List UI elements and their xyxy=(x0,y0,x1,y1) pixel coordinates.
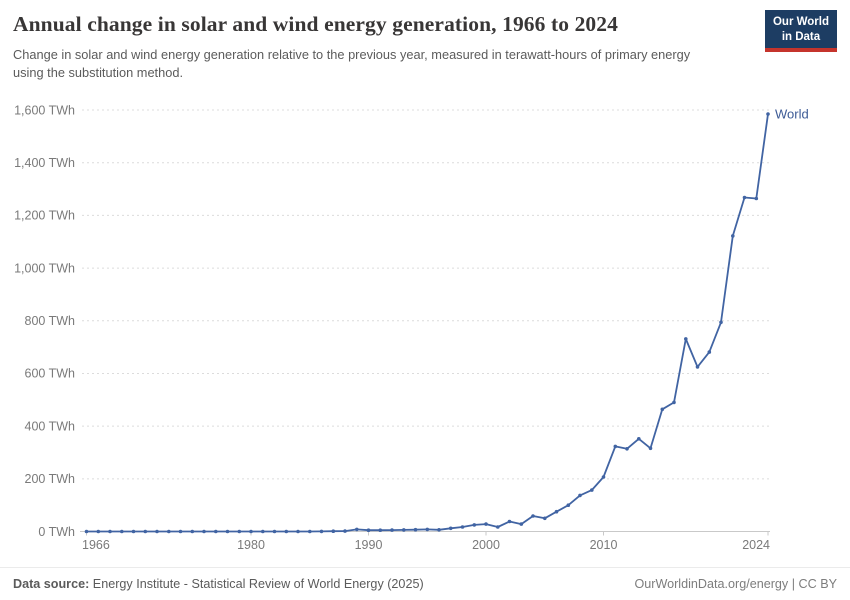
data-point-marker[interactable] xyxy=(390,528,394,532)
y-tick-label: 600 TWh xyxy=(25,367,76,381)
owid-logo[interactable]: Our World in Data xyxy=(764,10,837,53)
data-point-marker[interactable] xyxy=(437,528,441,532)
data-point-marker[interactable] xyxy=(308,529,312,534)
data-point-marker[interactable] xyxy=(625,447,629,451)
y-tick-label: 1,200 TWh xyxy=(14,209,75,223)
data-point-marker[interactable] xyxy=(531,514,535,518)
data-point-marker[interactable] xyxy=(296,529,300,534)
data-point-marker[interactable] xyxy=(261,529,265,534)
data-point-marker[interactable] xyxy=(425,527,430,532)
x-tick-label: 1980 xyxy=(237,538,265,552)
data-point-marker[interactable] xyxy=(766,112,770,116)
data-point-marker[interactable] xyxy=(590,488,594,492)
x-tick-label: 1990 xyxy=(355,538,383,552)
data-point-marker[interactable] xyxy=(378,528,383,532)
chart-footer: Data source: Energy Institute - Statisti… xyxy=(0,567,850,600)
data-point-marker[interactable] xyxy=(707,350,712,354)
data-point-marker[interactable] xyxy=(343,529,347,533)
data-point-marker[interactable] xyxy=(178,529,183,534)
data-point-marker[interactable] xyxy=(413,527,418,532)
x-tick-label: 1966 xyxy=(82,538,110,552)
data-point-marker[interactable] xyxy=(496,525,500,529)
footer-separator: | xyxy=(788,577,799,591)
x-tick-label: 2000 xyxy=(472,538,500,552)
data-point-marker[interactable] xyxy=(543,516,547,521)
data-point-marker[interactable] xyxy=(684,337,688,341)
chart-subtitle: Change in solar and wind energy generati… xyxy=(13,47,691,80)
y-tick-label: 0 TWh xyxy=(38,525,75,539)
data-point-marker[interactable] xyxy=(613,444,618,449)
footer-links: OurWorldinData.org/energy | CC BY xyxy=(634,577,837,591)
data-point-marker[interactable] xyxy=(143,529,148,534)
data-point-marker[interactable] xyxy=(731,234,735,238)
data-point-marker[interactable] xyxy=(131,529,136,534)
y-tick-label: 200 TWh xyxy=(25,472,76,486)
y-tick-label: 800 TWh xyxy=(25,314,76,328)
data-point-marker[interactable] xyxy=(366,528,371,532)
data-source-text: Energy Institute - Statistical Review of… xyxy=(89,577,424,591)
series-label-world[interactable]: World xyxy=(775,106,809,121)
data-point-marker[interactable] xyxy=(484,522,488,526)
data-point-marker[interactable] xyxy=(272,529,277,534)
x-tick-label: 2024 xyxy=(742,538,770,552)
y-tick-label: 1,000 TWh xyxy=(14,261,75,275)
data-source: Data source: Energy Institute - Statisti… xyxy=(13,577,424,591)
data-point-marker[interactable] xyxy=(190,529,195,534)
data-point-marker[interactable] xyxy=(249,529,253,534)
data-point-marker[interactable] xyxy=(448,526,453,531)
data-point-marker[interactable] xyxy=(237,529,242,534)
data-point-marker[interactable] xyxy=(648,446,653,451)
data-point-marker[interactable] xyxy=(331,529,336,533)
x-tick-label: 2010 xyxy=(590,538,618,552)
data-point-marker[interactable] xyxy=(319,529,324,534)
owid-logo-line2: in Data xyxy=(781,30,821,43)
data-point-marker[interactable] xyxy=(695,365,700,369)
data-point-marker[interactable] xyxy=(214,529,218,534)
y-tick-label: 1,600 TWh xyxy=(14,103,75,117)
data-point-marker[interactable] xyxy=(225,529,230,534)
data-source-label: Data source: xyxy=(13,577,90,591)
data-point-marker[interactable] xyxy=(472,523,477,527)
y-tick-label: 400 TWh xyxy=(25,419,76,433)
data-point-marker[interactable] xyxy=(566,503,571,508)
data-point-marker[interactable] xyxy=(554,509,559,514)
data-point-marker[interactable] xyxy=(672,400,676,405)
data-point-marker[interactable] xyxy=(402,528,406,532)
data-point-marker[interactable] xyxy=(167,529,171,534)
data-point-marker[interactable] xyxy=(84,529,89,534)
data-point-marker[interactable] xyxy=(519,522,524,526)
data-point-marker[interactable] xyxy=(719,320,723,325)
data-point-marker[interactable] xyxy=(507,519,512,524)
owid-logo-line1: Our World xyxy=(772,16,829,28)
data-point-marker[interactable] xyxy=(108,529,112,534)
data-point-marker[interactable] xyxy=(355,527,359,532)
data-point-marker[interactable] xyxy=(637,437,641,441)
chart-header: Annual change in solar and wind energy g… xyxy=(13,12,753,81)
data-point-marker[interactable] xyxy=(460,525,465,529)
world-series-line[interactable] xyxy=(85,113,769,533)
data-point-marker[interactable] xyxy=(120,529,124,534)
y-tick-label: 1,400 TWh xyxy=(14,156,75,170)
data-point-marker[interactable] xyxy=(601,475,606,479)
data-point-marker[interactable] xyxy=(202,529,206,534)
data-point-marker[interactable] xyxy=(660,407,665,412)
data-point-marker[interactable] xyxy=(578,493,582,498)
data-point-marker[interactable] xyxy=(754,196,759,201)
data-point-marker[interactable] xyxy=(96,529,101,534)
data-point-marker[interactable] xyxy=(284,529,289,534)
data-point-marker[interactable] xyxy=(742,195,747,200)
data-point-marker[interactable] xyxy=(155,529,159,534)
chart-title: Annual change in solar and wind energy g… xyxy=(13,12,618,36)
license-link[interactable]: CC BY xyxy=(798,577,838,591)
owid-url-link[interactable]: OurWorldinData.org/energy xyxy=(634,577,789,591)
